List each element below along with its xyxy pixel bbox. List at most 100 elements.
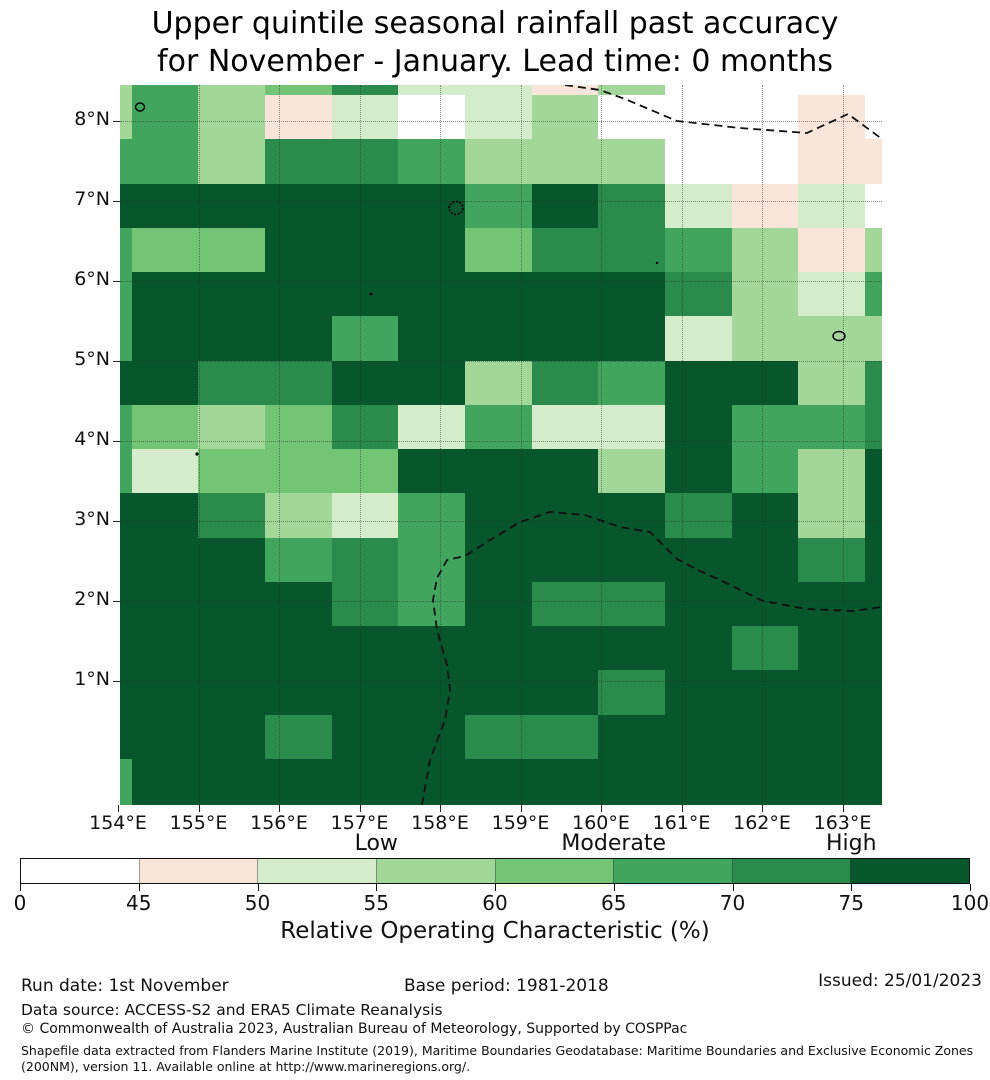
heatmap-cell <box>398 85 465 95</box>
graticule-parallel <box>120 681 882 682</box>
colorbar-qualitative-label-low: Low <box>354 831 398 856</box>
heatmap-cell <box>665 183 732 228</box>
heatmap-cell <box>865 493 882 538</box>
heatmap-cell <box>531 85 599 95</box>
x-axis-tick <box>279 805 280 812</box>
heatmap-cell <box>531 581 599 626</box>
heatmap-cell <box>131 581 199 626</box>
heatmap-cell <box>120 758 132 805</box>
heatmap-cell <box>198 626 265 671</box>
heatmap-cell <box>865 95 882 140</box>
heatmap-cell <box>865 272 882 317</box>
heatmap-cell <box>331 360 399 405</box>
heatmap-cell <box>665 493 732 538</box>
colorbar-qualitative-label-moderate: Moderate <box>561 831 667 856</box>
heatmap-cell <box>865 626 882 671</box>
heatmap-cell <box>331 316 399 361</box>
heatmap-cell <box>265 360 332 405</box>
colorbar-segment-55-60 <box>375 859 495 883</box>
heatmap-cell <box>198 139 265 184</box>
colorbar-tick-label: 55 <box>363 891 389 915</box>
heatmap-cell <box>665 714 732 759</box>
heatmap-cell <box>131 85 199 95</box>
graticule-parallel <box>120 441 882 442</box>
heatmap-cell <box>731 360 799 405</box>
heatmap-cell <box>131 360 199 405</box>
heatmap-cell <box>865 581 882 626</box>
heatmap-cell <box>331 449 399 494</box>
heatmap-cell <box>865 85 882 95</box>
heatmap-cell <box>798 626 865 671</box>
heatmap-cell <box>120 316 132 361</box>
x-axis-tick-label: 159°E <box>491 812 550 834</box>
heatmap-cell <box>398 670 465 715</box>
heatmap-cell <box>131 626 199 671</box>
colorbar-tick <box>376 884 378 891</box>
heatmap-cell <box>531 626 599 671</box>
heatmap-cell <box>131 670 199 715</box>
colorbar <box>20 858 970 884</box>
heatmap-cell <box>120 227 132 272</box>
x-axis-tick-label: 154°E <box>89 812 147 834</box>
heatmap-cell <box>198 85 265 95</box>
heatmap-cell <box>331 581 399 626</box>
heatmap-cell <box>865 670 882 715</box>
graticule-meridian <box>681 85 683 805</box>
heatmap-cell <box>665 85 732 95</box>
heatmap-cell <box>398 272 465 317</box>
x-axis-tick <box>762 805 763 812</box>
heatmap-cell <box>398 227 465 272</box>
colorbar-tick-label: 45 <box>126 891 152 915</box>
heatmap-cell <box>131 139 199 184</box>
heatmap-cell <box>120 581 132 626</box>
heatmap-cell <box>198 537 265 582</box>
heatmap-cell <box>265 714 332 759</box>
heatmap-cell <box>198 183 265 228</box>
chart-title-line1: Upper quintile seasonal rainfall past ac… <box>151 6 839 41</box>
heatmap-cell <box>198 316 265 361</box>
heatmap-cell <box>531 493 599 538</box>
heatmap-cell <box>865 758 882 805</box>
heatmap-cell <box>598 449 665 494</box>
heatmap-cell <box>665 537 732 582</box>
heatmap-cell <box>798 714 865 759</box>
heatmap-cell <box>798 139 865 184</box>
heatmap-cell <box>398 714 465 759</box>
heatmap-cell <box>465 227 532 272</box>
heatmap-cell <box>798 404 865 449</box>
heatmap-cell <box>798 581 865 626</box>
colorbar-segment-70-75 <box>731 859 851 883</box>
y-axis-tick-label: 6°N <box>74 268 110 290</box>
heatmap-cell <box>398 404 465 449</box>
x-axis-tick <box>118 805 119 812</box>
y-axis-tick <box>113 441 120 442</box>
heatmap-cell <box>598 183 665 228</box>
heatmap-cell <box>331 537 399 582</box>
heatmap-cell <box>731 85 799 95</box>
heatmap-cell <box>265 183 332 228</box>
heatmap-cell <box>598 316 665 361</box>
heatmap-cell <box>120 404 132 449</box>
colorbar-qualitative-label-high: High <box>825 831 877 856</box>
colorbar-tick-label: 70 <box>719 891 746 915</box>
heatmap-cell <box>865 360 882 405</box>
heatmap-cell <box>465 714 532 759</box>
heatmap-cell <box>331 183 399 228</box>
heatmap-cell <box>598 670 665 715</box>
heatmap-cell <box>531 670 599 715</box>
heatmap-cell <box>531 183 599 228</box>
heatmap-cell <box>465 626 532 671</box>
heatmap-cell <box>798 183 865 228</box>
graticule-meridian <box>440 85 441 805</box>
heatmap-cell <box>598 714 665 759</box>
x-axis-tick-label: 162°E <box>733 812 791 834</box>
heatmap-cell <box>131 272 199 317</box>
heatmap-cell <box>331 139 399 184</box>
footer-copyright: © Commonwealth of Australia 2023, Austra… <box>21 1021 688 1037</box>
heatmap-cell <box>865 183 882 228</box>
heatmap-cell <box>398 95 465 140</box>
heatmap-cell <box>120 183 132 228</box>
heatmap-cell <box>131 95 199 140</box>
colorbar-tick <box>138 884 140 891</box>
